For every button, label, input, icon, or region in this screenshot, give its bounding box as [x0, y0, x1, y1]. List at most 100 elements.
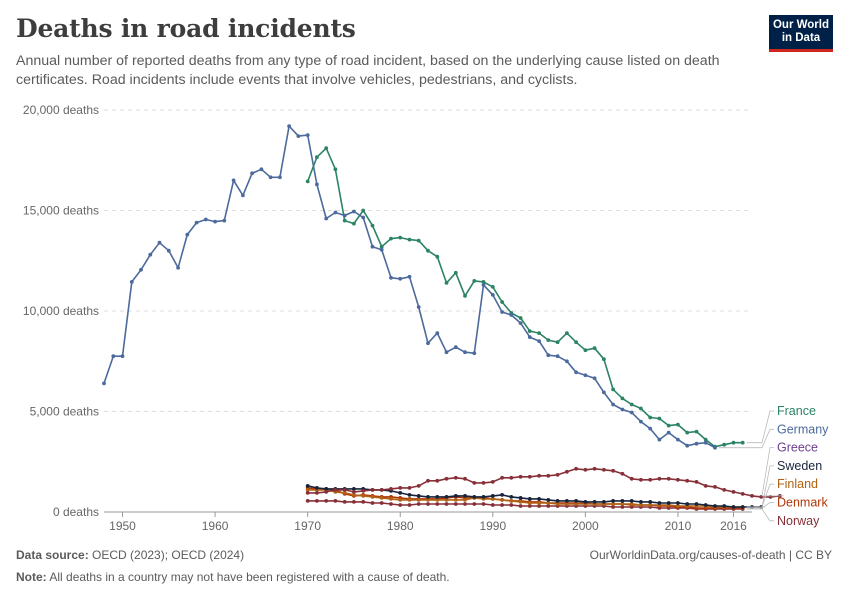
- data-point-sweden: [537, 497, 541, 501]
- data-point-france: [527, 329, 532, 333]
- legend-item-france: France: [777, 404, 816, 418]
- data-point-greece: [416, 484, 421, 488]
- data-point-norway: [361, 500, 366, 504]
- owid-logo[interactable]: Our World in Data: [769, 15, 833, 52]
- data-point-germany: [527, 335, 532, 339]
- data-point-norway: [389, 502, 393, 506]
- data-point-greece: [602, 467, 606, 472]
- data-point-sweden: [657, 501, 662, 505]
- data-point-finland: [509, 499, 514, 503]
- data-point-france: [389, 236, 393, 241]
- data-point-norway: [342, 500, 347, 504]
- data-point-germany: [416, 305, 421, 309]
- data-point-sweden: [583, 500, 588, 504]
- data-point-norway: [546, 504, 551, 508]
- data-point-sweden: [453, 494, 458, 498]
- data-point-sweden: [463, 494, 467, 498]
- data-point-sweden: [676, 501, 680, 505]
- data-point-sweden: [416, 494, 421, 498]
- logo-line-2: in Data: [781, 32, 821, 44]
- data-point-greece: [620, 471, 625, 476]
- data-point-france: [453, 270, 458, 275]
- data-point-germany: [657, 437, 662, 442]
- data-point-germany: [676, 437, 680, 442]
- data-source-label: Data source:: [16, 548, 89, 562]
- data-point-norway: [453, 502, 458, 506]
- data-point-greece: [435, 478, 440, 483]
- data-point-finland: [490, 497, 495, 501]
- data-point-finland: [453, 498, 458, 502]
- data-point-sweden: [435, 495, 440, 499]
- data-point-greece: [324, 490, 329, 494]
- data-point-sweden: [509, 495, 514, 499]
- data-point-sweden: [352, 487, 356, 491]
- data-point-norway: [620, 505, 625, 509]
- data-point-france: [611, 387, 615, 392]
- data-point-germany: [509, 313, 514, 317]
- data-point-germany: [713, 445, 717, 450]
- data-point-germany: [185, 232, 190, 237]
- data-point-finland: [565, 502, 569, 506]
- data-point-sweden: [592, 500, 597, 504]
- data-point-finland: [416, 498, 421, 502]
- data-point-finland: [370, 495, 375, 499]
- data-point-norway: [527, 504, 532, 508]
- data-point-greece: [648, 477, 653, 482]
- data-point-sweden: [574, 499, 578, 503]
- data-point-germany: [222, 218, 227, 223]
- x-tick-label: 2010: [665, 519, 692, 533]
- data-point-finland: [537, 501, 541, 505]
- data-point-sweden: [546, 498, 551, 502]
- data-point-germany: [463, 350, 467, 355]
- data-point-greece: [444, 476, 449, 481]
- data-point-greece: [611, 468, 615, 473]
- data-point-finland: [352, 493, 356, 497]
- legend-item-denmark: Denmark: [777, 496, 828, 510]
- data-point-germany: [490, 293, 495, 297]
- data-point-france: [555, 340, 560, 345]
- data-point-germany: [398, 276, 403, 281]
- legend-item-norway: Norway: [777, 514, 820, 528]
- data-point-france: [657, 416, 662, 421]
- data-point-finland: [629, 502, 634, 506]
- data-point-greece: [389, 487, 393, 491]
- data-point-greece: [703, 484, 708, 488]
- data-point-germany: [685, 443, 690, 448]
- note-label: Note:: [16, 570, 47, 584]
- data-point-greece: [592, 466, 597, 471]
- data-point-greece: [407, 486, 412, 490]
- data-point-sweden: [639, 500, 643, 504]
- data-point-germany: [370, 244, 375, 249]
- data-point-germany: [703, 440, 708, 445]
- data-point-sweden: [407, 493, 412, 497]
- data-point-norway: [324, 499, 329, 503]
- data-point-greece: [472, 481, 477, 485]
- x-tick-label: 1960: [202, 519, 229, 533]
- series-line-france: [306, 147, 743, 448]
- data-point-norway: [407, 503, 412, 507]
- data-point-greece: [583, 467, 588, 472]
- data-source: Data source: OECD (2023); OECD (2024): [16, 548, 244, 562]
- data-point-france: [472, 279, 477, 283]
- data-point-germany: [481, 283, 486, 287]
- data-source-text[interactable]: OECD (2023); OECD (2024): [88, 548, 245, 562]
- data-point-norway: [333, 499, 338, 503]
- data-point-france: [444, 281, 449, 285]
- data-point-germany: [315, 182, 319, 187]
- data-point-germany: [620, 407, 625, 412]
- data-point-france: [602, 357, 606, 362]
- data-point-germany: [648, 426, 653, 431]
- data-point-greece: [453, 475, 458, 480]
- data-point-france: [537, 331, 541, 335]
- data-point-finland: [527, 501, 532, 505]
- y-tick-label: 15,000 deaths: [23, 204, 99, 218]
- data-point-france: [379, 244, 384, 249]
- data-point-sweden: [685, 502, 690, 506]
- data-point-greece: [639, 477, 643, 482]
- data-point-finland: [639, 503, 643, 507]
- data-point-greece: [537, 473, 541, 478]
- legend-connector-norway: [746, 508, 774, 522]
- data-point-sweden: [694, 502, 699, 506]
- source-url[interactable]: OurWorldinData.org/causes-of-death | CC …: [589, 548, 832, 562]
- data-point-sweden: [305, 484, 310, 488]
